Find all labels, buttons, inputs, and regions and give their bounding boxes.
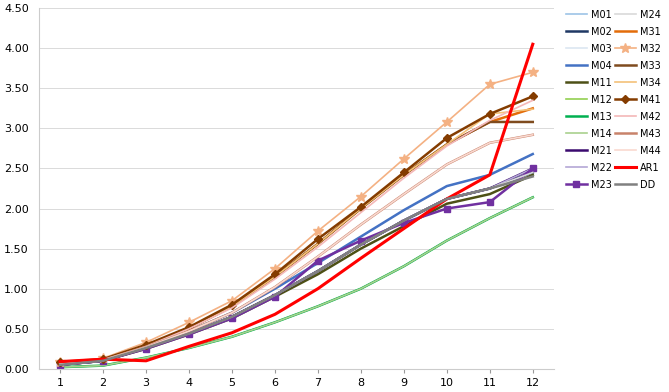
Legend: M01, M02, M03, M04, M11, M12, M13, M14, M21, M22, M23, M24, M31, M32, M33, M34, : M01, M02, M03, M04, M11, M12, M13, M14, … [562, 6, 665, 194]
